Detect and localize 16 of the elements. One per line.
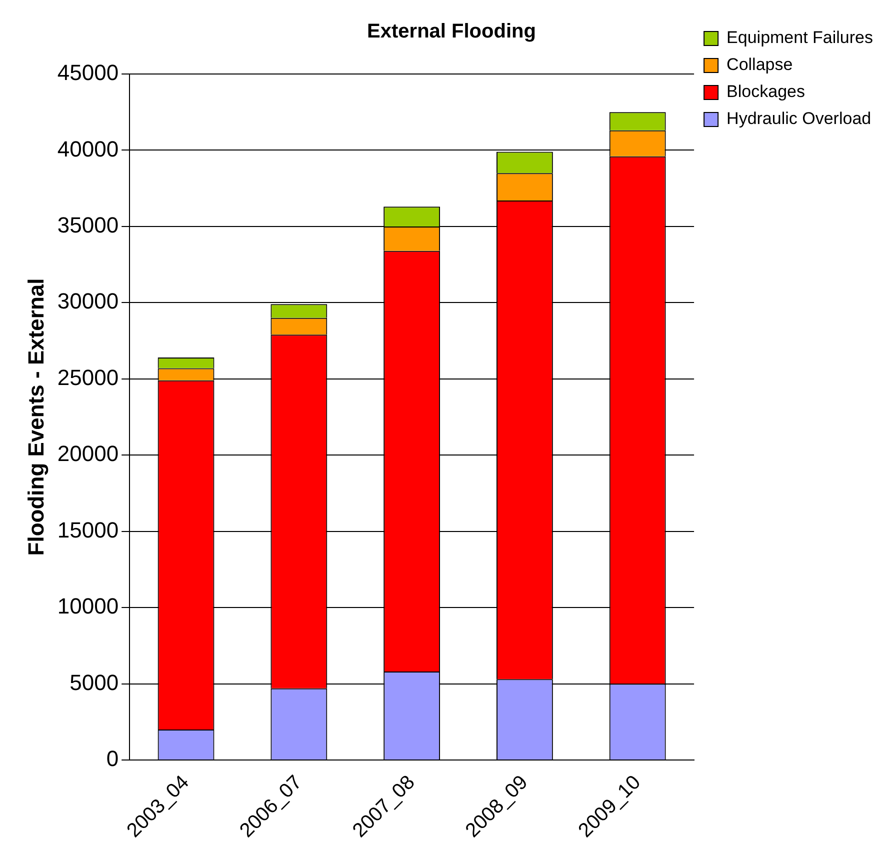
legend-label: Hydraulic Overload xyxy=(726,109,872,128)
y-tick-label: 20000 xyxy=(57,441,119,466)
legend-label: Collapse xyxy=(726,55,793,74)
y-tick-label: 0 xyxy=(106,746,119,772)
y-tick-label: 30000 xyxy=(57,288,119,314)
y-tick-label: 5000 xyxy=(70,670,119,695)
y-tick-label: 10000 xyxy=(57,594,119,619)
chart-title: External Flooding xyxy=(367,20,536,43)
y-tick-label: 25000 xyxy=(57,364,119,390)
y-tick-label: 45000 xyxy=(57,60,119,86)
y-tick-label: 40000 xyxy=(57,136,119,162)
y-axis-title: Flooding Events - External xyxy=(23,278,48,556)
legend-label: Equipment Failures xyxy=(726,28,874,48)
y-tick-label: 15000 xyxy=(57,517,119,542)
legend-label: Blockages xyxy=(726,82,805,102)
y-tick-label: 35000 xyxy=(57,212,119,238)
